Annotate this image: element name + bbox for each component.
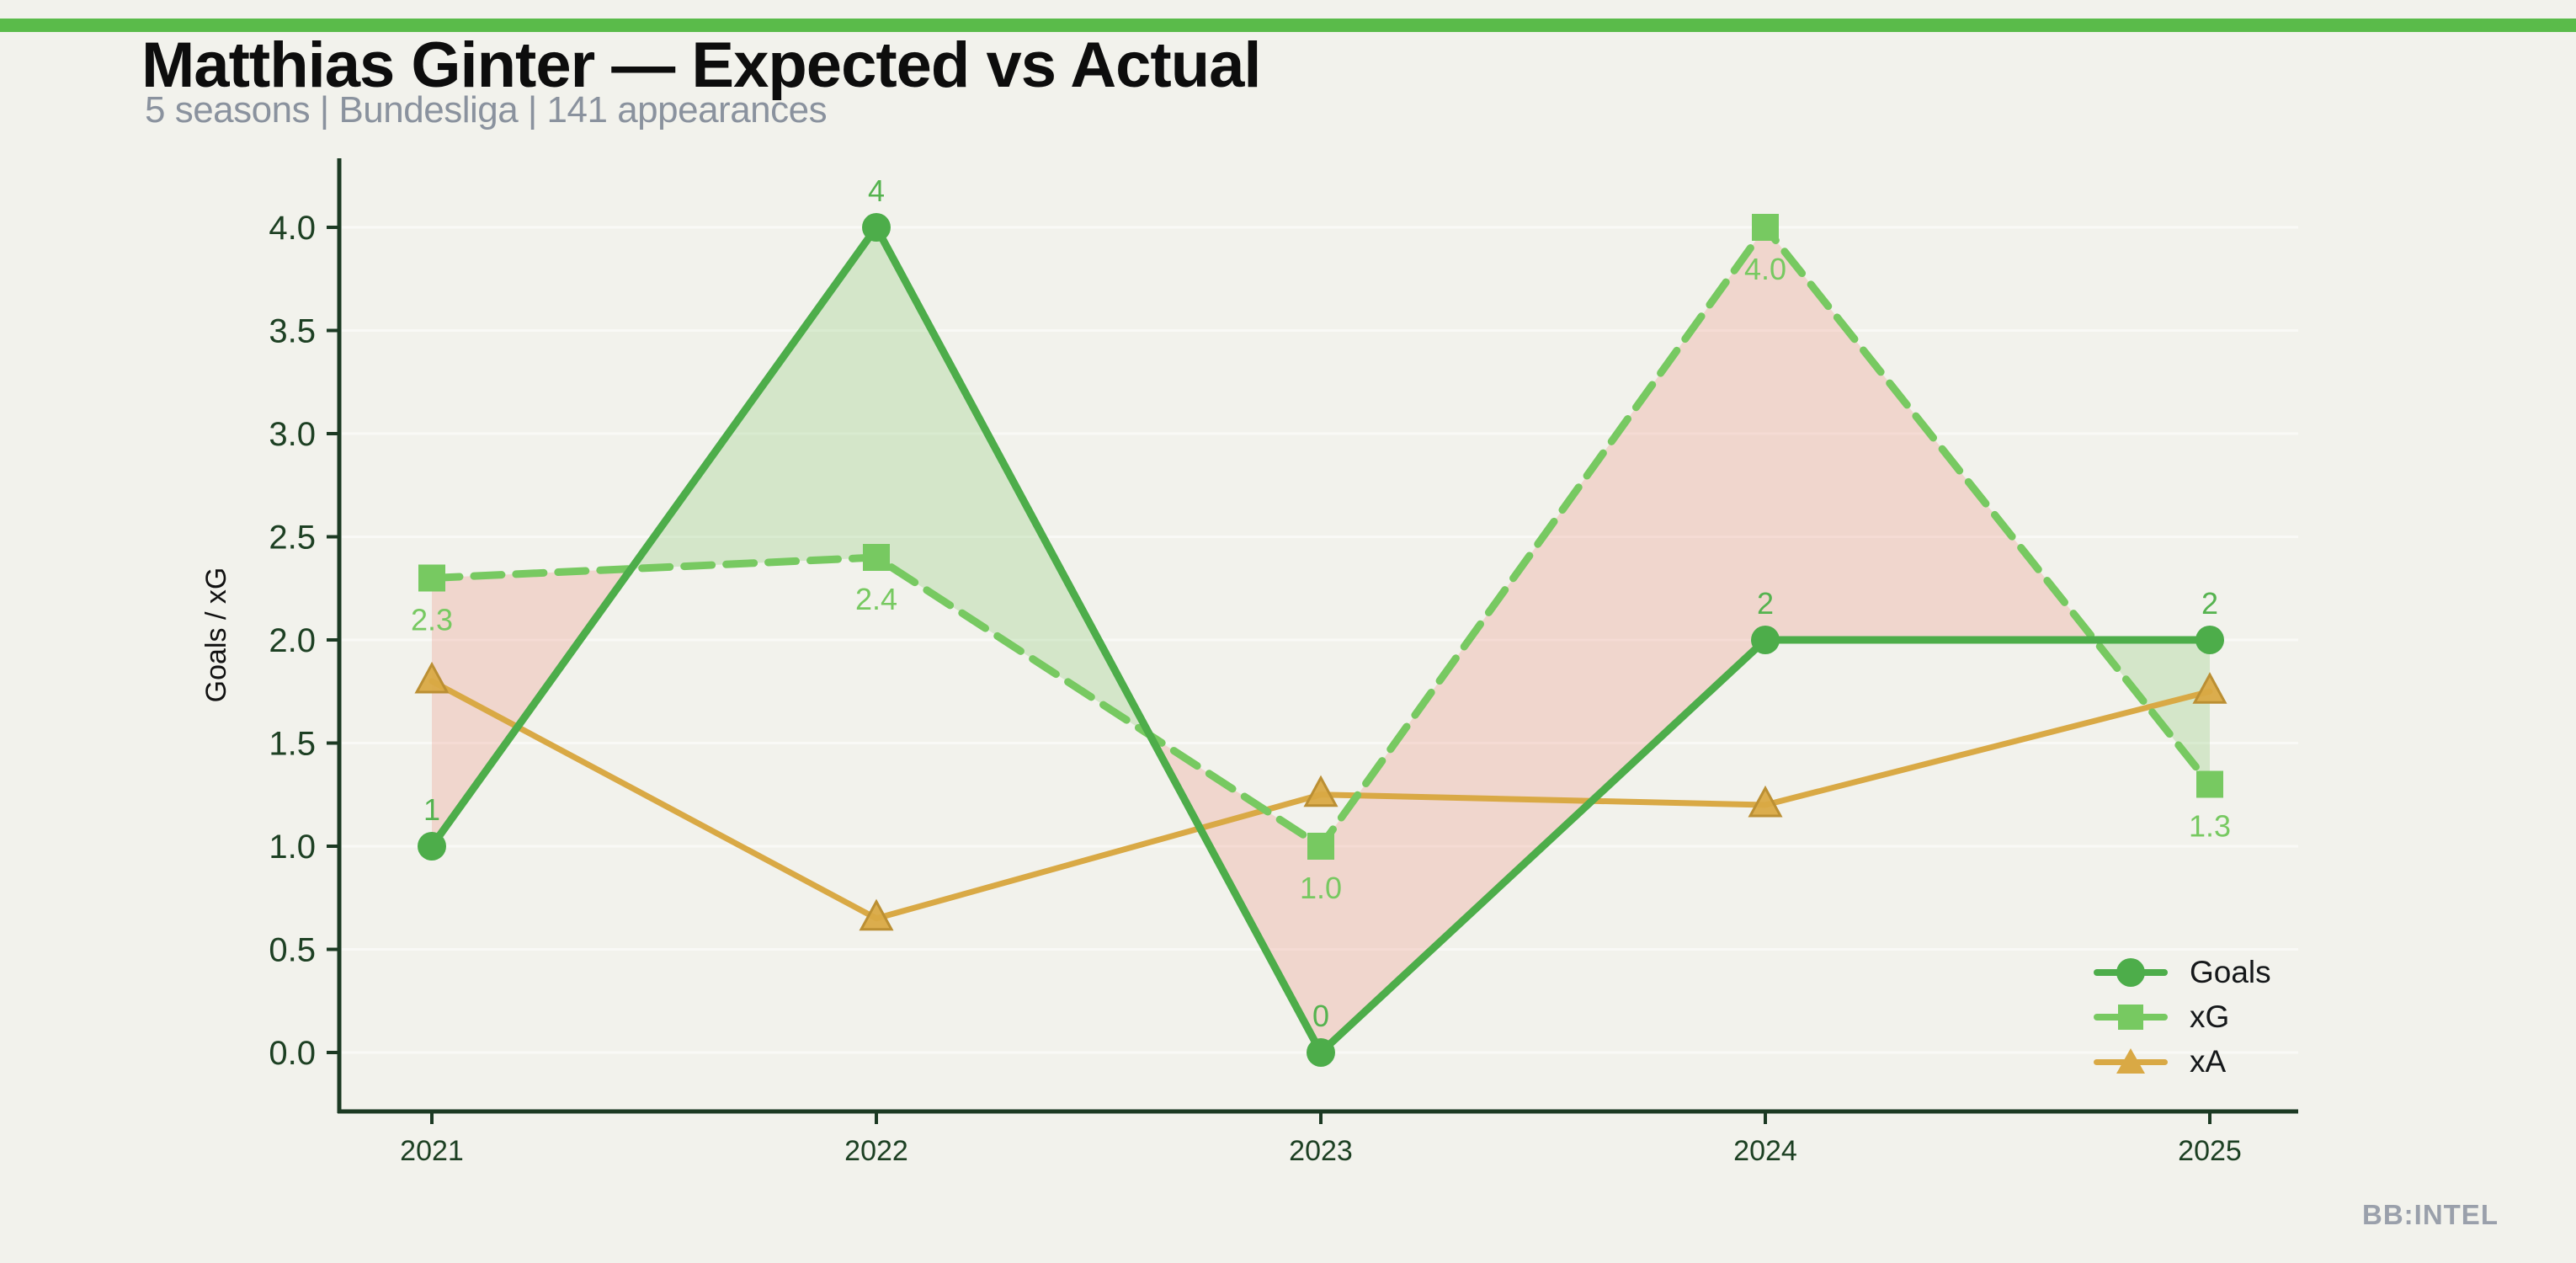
x-tick-label: 2023 (1289, 1135, 1353, 1167)
xg-marker (863, 544, 890, 571)
legend-item-goals: Goals (2094, 950, 2271, 994)
page-subtitle: 5 seasons | Bundesliga | 141 appearances (145, 89, 828, 131)
legend-label-goals: Goals (2190, 954, 2271, 989)
legend: Goals xG xA (2094, 950, 2271, 1084)
xg-marker (1307, 833, 1334, 860)
xa-marker (1748, 785, 1783, 818)
y-tick-label: 2.0 (269, 622, 316, 659)
xa-marker (1303, 775, 1339, 807)
x-tick-label: 2024 (1733, 1135, 1797, 1167)
x-tick-label: 2022 (844, 1135, 908, 1167)
goals-marker (862, 213, 891, 242)
xg-point-label: 2.4 (855, 582, 897, 616)
xa-legend-marker-icon (2094, 1045, 2168, 1079)
y-tick-label: 1.0 (269, 829, 316, 866)
goals-marker (1307, 1038, 1335, 1067)
xg-square-icon (2118, 1004, 2143, 1030)
goals-point-label: 0 (1312, 999, 1329, 1033)
y-tick-label: 3.0 (269, 416, 316, 453)
watermark: BB:INTEL (2362, 1199, 2499, 1230)
y-tick-label: 2.5 (269, 520, 316, 557)
y-tick-label: 1.5 (269, 726, 316, 763)
page-title: Matthias Ginter — Expected vs Actual (141, 29, 1262, 101)
xa-marker (414, 661, 450, 694)
y-axis-title: Goals / xG (200, 568, 232, 703)
y-tick-label: 3.5 (269, 313, 316, 350)
xg-point-label: 4.0 (1744, 252, 1786, 286)
legend-item-xa: xA (2094, 1039, 2271, 1084)
goals-point-label: 1 (423, 792, 440, 827)
legend-label-xa: xA (2190, 1043, 2227, 1079)
xa-triangle-icon (2116, 1047, 2145, 1074)
y-tick-label: 0.0 (269, 1035, 316, 1072)
xg-point-label: 2.3 (411, 603, 453, 637)
xg-marker (1752, 214, 1779, 241)
fill-xg-over-goals (1321, 227, 1765, 1052)
y-tick-label: 4.0 (269, 210, 316, 247)
xg-marker (418, 564, 445, 592)
legend-label-xg: xG (2190, 999, 2230, 1034)
xa-marker (2192, 672, 2227, 704)
goals-circle-icon (2116, 957, 2145, 987)
top-accent-bar (0, 19, 2576, 32)
goals-marker (418, 832, 446, 861)
x-tick-label: 2021 (400, 1135, 464, 1167)
legend-item-xg: xG (2094, 994, 2271, 1039)
x-tick-label: 2025 (2178, 1135, 2242, 1167)
xa-marker (859, 898, 894, 931)
xg-point-label: 1.0 (1300, 871, 1342, 905)
y-tick-label: 0.5 (269, 932, 316, 969)
goals-point-label: 2 (1757, 586, 1774, 621)
goals-legend-marker-icon (2094, 956, 2168, 989)
goals-point-label: 4 (868, 173, 885, 208)
goals-marker (2195, 626, 2224, 654)
xg-legend-marker-icon (2094, 1000, 2168, 1034)
goals-marker (1751, 626, 1780, 654)
goals-point-label: 2 (2201, 586, 2218, 621)
xg-marker (2196, 770, 2223, 798)
xg-point-label: 1.3 (2189, 809, 2231, 844)
